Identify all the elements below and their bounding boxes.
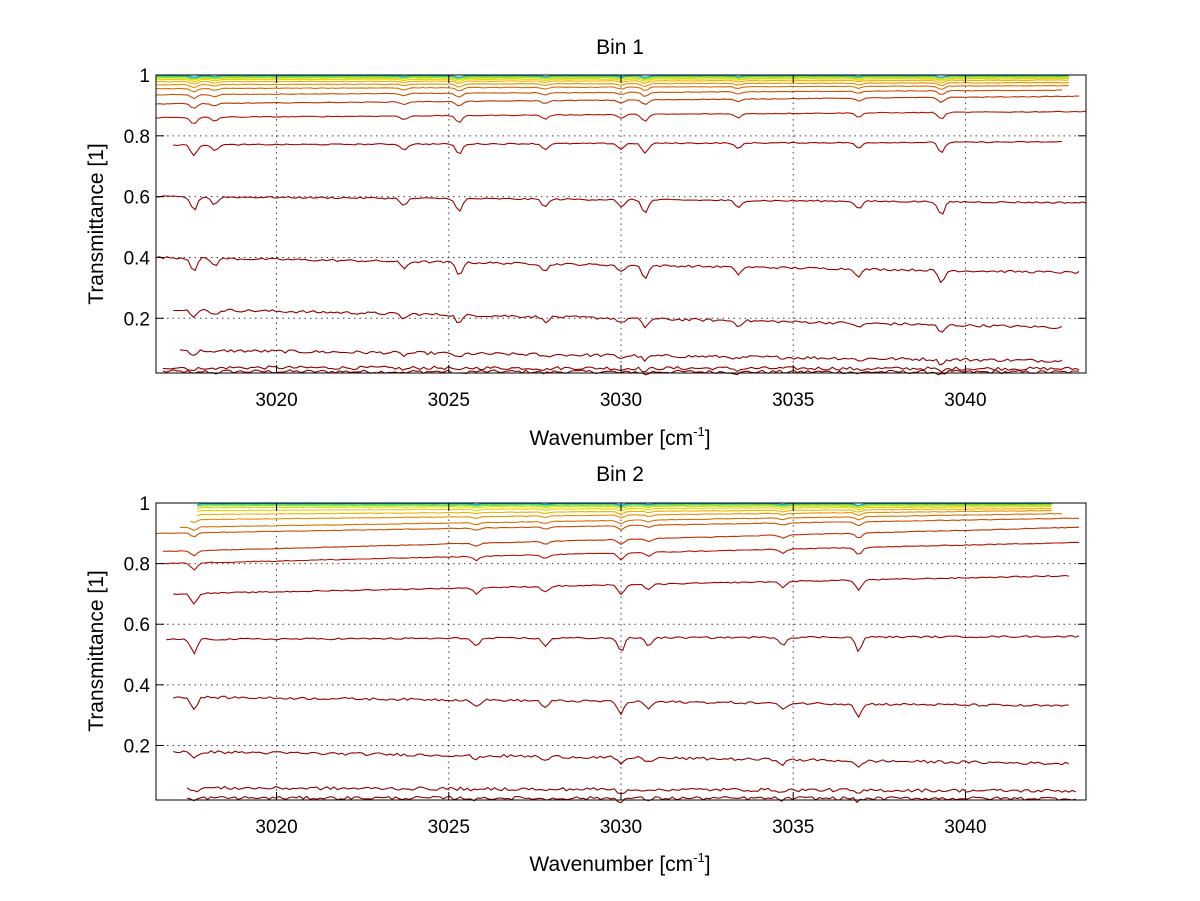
trace-line [173, 140, 1062, 157]
trace-line [155, 195, 1087, 215]
trace-line [155, 76, 1069, 81]
trace-line [197, 502, 1052, 507]
trace-line [155, 89, 1062, 100]
x-tick-label: 3030 [600, 817, 642, 838]
x-tick-label: 3020 [255, 817, 297, 838]
x-tick-label: 3040 [944, 390, 986, 411]
x-axis-label-end: ] [705, 427, 711, 450]
trace-line [173, 574, 1069, 605]
trace-line [156, 77, 1069, 83]
trace-line [173, 695, 1069, 719]
x-axis-label: Wavenumber [cm-1] [529, 424, 710, 450]
trace-line [180, 512, 1062, 532]
x-axis-label-text: Wavenumber [cm [529, 427, 693, 450]
y-tick-label: 1 [139, 494, 150, 515]
x-axis-label: Wavenumber [cm-1] [529, 850, 710, 876]
y-axis-label: Transmittance [1] [85, 143, 108, 304]
trace-line [197, 503, 1052, 508]
y-tick-label: 0.2 [124, 309, 150, 330]
y-tick-label: 0.2 [124, 736, 150, 757]
y-tick-label: 0.6 [124, 615, 150, 636]
trace-line [155, 256, 1080, 284]
y-tick-label: 0.6 [124, 188, 150, 209]
subplot-title: Bin 2 [596, 463, 644, 486]
trace-line [155, 517, 1080, 538]
x-tick-label: 3025 [428, 390, 470, 411]
trace-line [173, 750, 1070, 768]
x-axis-label-superscript: -1 [693, 424, 705, 439]
x-tick-label: 3030 [600, 390, 642, 411]
traces [155, 74, 1087, 376]
subplot-title: Bin 1 [596, 36, 644, 59]
trace-line [155, 95, 1080, 109]
tick-labels: 3020 3025 3030 3035 3040 0.2 0.4 0.6 0.8 1 [124, 494, 987, 838]
trace-line [180, 349, 1063, 366]
x-tick-label: 3035 [772, 817, 814, 838]
trace-line [155, 79, 1069, 85]
trace-line [190, 509, 1052, 524]
traces [155, 502, 1080, 804]
trace-line [155, 81, 1069, 89]
trace-line [162, 541, 1080, 571]
trace-line [155, 85, 1069, 93]
ticks [156, 74, 1086, 373]
tick-labels: 3020 3025 3030 3035 3040 0.2 0.4 0.6 0.8 1 [124, 66, 987, 411]
trace-line [162, 526, 1080, 557]
subplot-bin-1: Bin 1 3020 3025 3030 3035 30400.20.40.60.81 … [85, 36, 1087, 450]
x-axis-label-superscript: -1 [693, 850, 705, 865]
y-tick-label: 1 [139, 66, 150, 87]
trace-line [173, 308, 1063, 333]
trace-line [186, 795, 1076, 804]
ticks [156, 502, 1086, 800]
x-tick-label: 3025 [428, 817, 470, 838]
x-tick-label: 3040 [944, 817, 986, 838]
trace-line [156, 110, 1087, 124]
y-tick-label: 0.8 [124, 555, 150, 576]
y-axis-label: Transmittance [1] [85, 570, 108, 731]
y-tick-label: 0.4 [124, 248, 151, 269]
x-axis-label-text: Wavenumber [cm [529, 853, 693, 876]
y-tick-label: 0.4 [124, 676, 151, 697]
x-tick-label: 3020 [255, 390, 297, 411]
subplot-bin-2: Bin 2 3020 3025 3030 3035 30400.20.40.60.81 … [85, 463, 1087, 876]
trace-line [166, 635, 1080, 655]
trace-line [186, 785, 1076, 795]
x-tick-label: 3035 [772, 390, 814, 411]
trace-line [197, 505, 1052, 513]
x-axis-label-end: ] [705, 853, 711, 876]
trace-line [197, 504, 1052, 510]
trace-line [197, 507, 1052, 517]
y-tick-label: 0.8 [124, 127, 150, 148]
